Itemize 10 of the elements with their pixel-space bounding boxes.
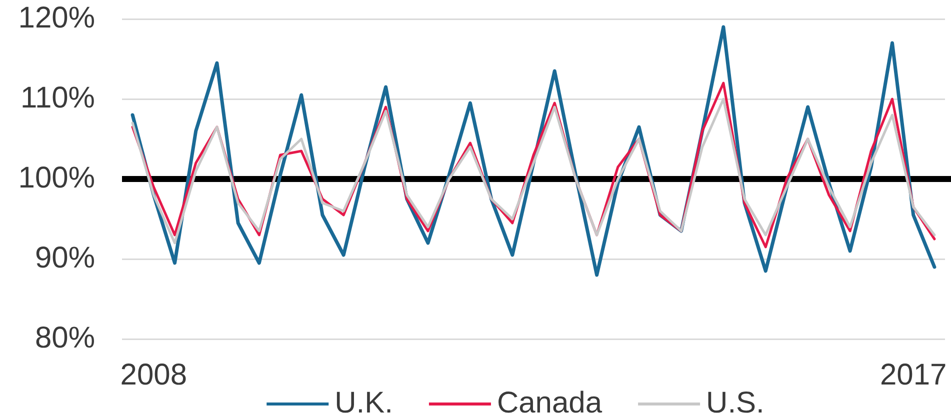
y-tick-label: 110% — [20, 81, 95, 114]
legend-label: U.K. — [334, 386, 393, 419]
y-tick-label: 120% — [18, 1, 95, 34]
y-tick-label: 90% — [34, 241, 95, 274]
x-tick-label: 2017 — [880, 358, 947, 392]
y-tick-label: 80% — [34, 321, 95, 354]
legend-label: Canada — [496, 386, 602, 419]
legend-label: U.S. — [706, 386, 764, 419]
y-tick-label: 100% — [18, 161, 95, 194]
x-tick-label: 2008 — [120, 358, 188, 392]
